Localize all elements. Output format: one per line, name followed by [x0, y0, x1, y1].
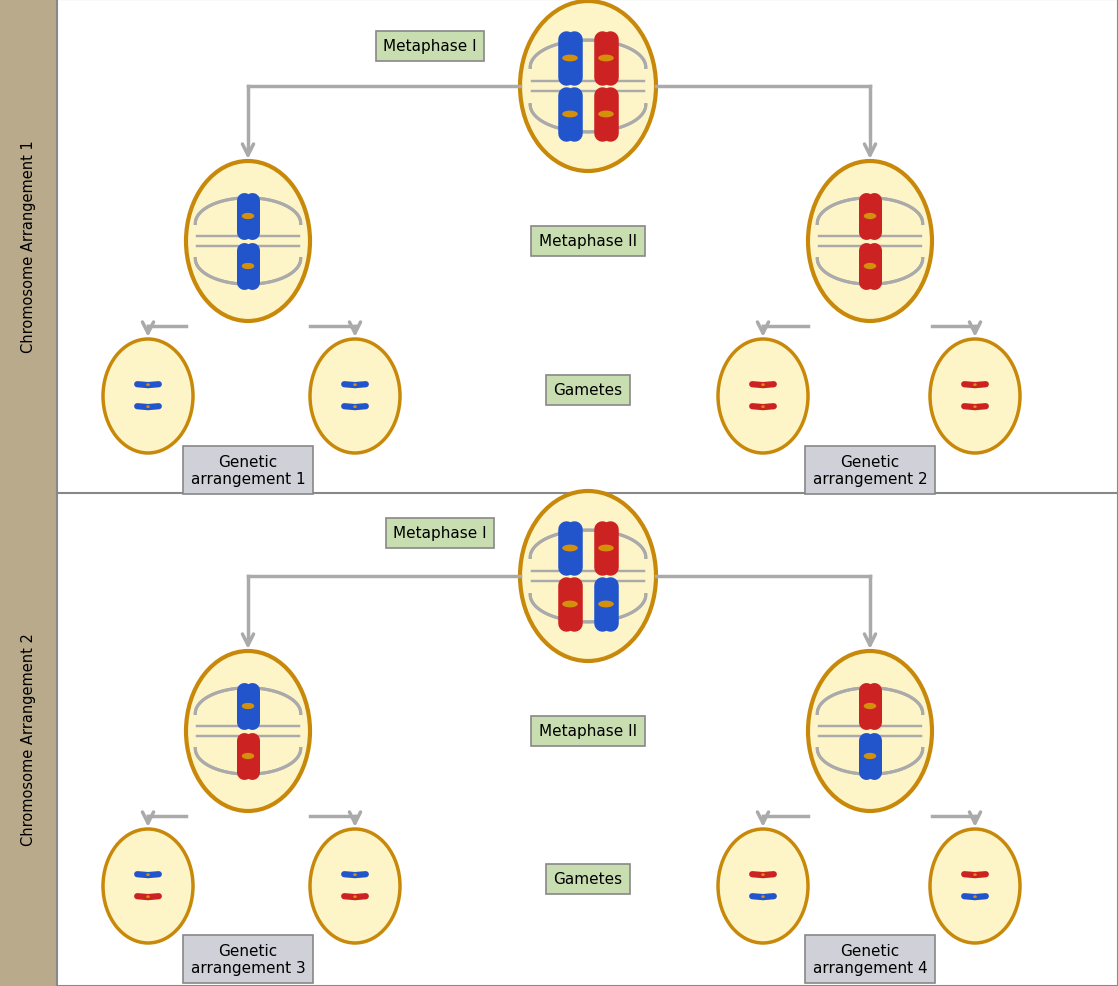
Ellipse shape — [761, 384, 765, 387]
Ellipse shape — [864, 214, 877, 220]
Text: Genetic
arrangement 4: Genetic arrangement 4 — [813, 943, 927, 975]
Ellipse shape — [520, 2, 656, 172]
Text: Metaphase II: Metaphase II — [539, 235, 637, 249]
Ellipse shape — [761, 406, 765, 408]
Ellipse shape — [562, 111, 578, 118]
Text: Gametes: Gametes — [553, 872, 623, 886]
Ellipse shape — [864, 753, 877, 759]
Text: Genetic
arrangement 1: Genetic arrangement 1 — [191, 455, 305, 487]
Ellipse shape — [310, 339, 400, 454]
Ellipse shape — [353, 895, 357, 898]
Ellipse shape — [353, 406, 357, 408]
Text: Metaphase I: Metaphase I — [383, 39, 476, 54]
Ellipse shape — [146, 874, 150, 877]
Ellipse shape — [562, 55, 578, 62]
Ellipse shape — [598, 601, 614, 607]
Text: Genetic
arrangement 2: Genetic arrangement 2 — [813, 455, 927, 487]
Ellipse shape — [930, 339, 1020, 454]
Ellipse shape — [864, 703, 877, 710]
Text: Chromosome Arrangement 2: Chromosome Arrangement 2 — [20, 633, 36, 846]
Ellipse shape — [562, 601, 578, 607]
Ellipse shape — [520, 491, 656, 662]
Ellipse shape — [598, 55, 614, 62]
Ellipse shape — [103, 829, 193, 943]
Ellipse shape — [186, 652, 310, 811]
Ellipse shape — [353, 384, 357, 387]
Ellipse shape — [241, 753, 254, 759]
Ellipse shape — [973, 895, 977, 898]
Text: Chromosome Arrangement 1: Chromosome Arrangement 1 — [20, 140, 36, 353]
Ellipse shape — [146, 406, 150, 408]
Ellipse shape — [718, 829, 808, 943]
Ellipse shape — [973, 406, 977, 408]
Ellipse shape — [761, 895, 765, 898]
Ellipse shape — [808, 652, 932, 811]
Ellipse shape — [241, 214, 254, 220]
Ellipse shape — [353, 874, 357, 877]
Ellipse shape — [808, 162, 932, 321]
Ellipse shape — [146, 384, 150, 387]
Ellipse shape — [186, 162, 310, 321]
Text: Metaphase I: Metaphase I — [394, 526, 486, 541]
Ellipse shape — [241, 263, 254, 270]
Ellipse shape — [241, 703, 254, 710]
Ellipse shape — [864, 263, 877, 270]
Text: Metaphase II: Metaphase II — [539, 724, 637, 739]
Ellipse shape — [761, 874, 765, 877]
Ellipse shape — [146, 895, 150, 898]
Ellipse shape — [973, 874, 977, 877]
Ellipse shape — [598, 545, 614, 552]
Text: Genetic
arrangement 3: Genetic arrangement 3 — [191, 943, 305, 975]
Ellipse shape — [103, 339, 193, 454]
Ellipse shape — [973, 384, 977, 387]
FancyBboxPatch shape — [0, 0, 57, 986]
Ellipse shape — [598, 111, 614, 118]
Ellipse shape — [562, 545, 578, 552]
Ellipse shape — [930, 829, 1020, 943]
Text: Gametes: Gametes — [553, 384, 623, 398]
Ellipse shape — [310, 829, 400, 943]
Ellipse shape — [718, 339, 808, 454]
